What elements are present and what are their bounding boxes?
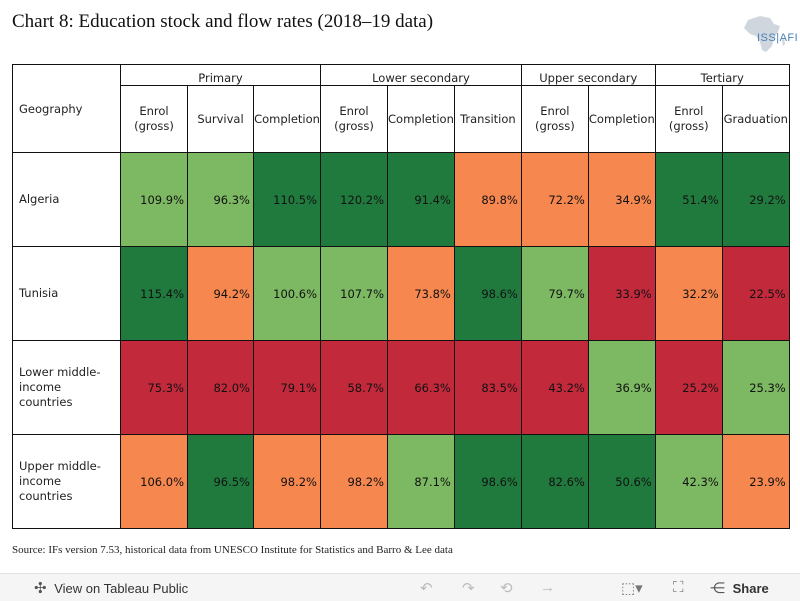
value-cell: 82.0% (187, 340, 254, 435)
value-cell: 58.7% (320, 340, 388, 435)
value-cell: 23.9% (721, 434, 790, 529)
value-cell: 94.2% (187, 246, 254, 341)
value-cell: 32.2% (654, 246, 723, 341)
table-row: Algeria 109.9% 96.3% 110.5% 120.2% 91.4% 89.8%… (12, 152, 790, 247)
value-cell: 98.6% (453, 434, 522, 529)
chart-title: Chart 8: Education stock and flow rates … (12, 11, 434, 32)
value-cell: 115.4% (120, 246, 188, 341)
value-cell: 42.3% (654, 434, 723, 529)
iss-logo-text: ISS|AFI (757, 32, 799, 44)
group-header: Primary (120, 64, 321, 86)
column-header: Completion (587, 85, 656, 153)
value-cell: 89.8% (453, 152, 522, 247)
value-cell: 98.2% (320, 434, 388, 529)
value-cell: 73.8% (387, 246, 455, 341)
tableau-logo-icon: ✣ (34, 580, 47, 597)
value-cell: 34.9% (587, 152, 656, 247)
table-row: Lower middle-income countries 75.3% 82.0% 7… (12, 340, 790, 435)
column-header-row: Enrol (gross) Survival Completion Enrol (gr… (13, 85, 790, 153)
table-row: Tunisia 115.4% 94.2% 100.6% 107.7% 73.8% 98.6%… (12, 246, 790, 341)
value-cell: 36.9% (587, 340, 656, 435)
fullscreen-icon[interactable]: ⛶ (673, 579, 684, 596)
undo-icon[interactable]: ↶ (420, 580, 433, 597)
group-header-row: Geography Primary Lower secondary Upper se… (12, 64, 790, 153)
column-header: Completion (387, 85, 455, 153)
value-cell: 50.6% (587, 434, 656, 529)
geography-label: Lower middle-income countries (12, 340, 121, 435)
column-header: Enrol (gross) (320, 85, 388, 153)
value-cell: 96.3% (187, 152, 254, 247)
column-header: Enrol (gross) (520, 85, 589, 153)
value-cell: 83.5% (453, 340, 522, 435)
forward-icon[interactable]: → (540, 579, 555, 596)
view-on-tableau-label: View on Tableau Public (54, 581, 189, 596)
share-icon: ⋲ (710, 580, 725, 597)
value-cell: 82.6% (520, 434, 589, 529)
africa-logo-icon (744, 16, 785, 52)
table-body: Algeria 109.9% 96.3% 110.5% 120.2% 91.4% 89.8%… (12, 152, 790, 529)
value-cell: 43.2% (520, 340, 589, 435)
value-cell: 107.7% (320, 246, 388, 341)
value-cell: 106.0% (120, 434, 188, 529)
source-note: Source: IFs version 7.53, historical dat… (12, 544, 453, 556)
geography-label: Upper middle-income countries (12, 434, 121, 529)
group-header: Lower secondary (320, 64, 522, 86)
value-cell: 98.6% (453, 246, 522, 341)
value-cell: 33.9% (587, 246, 656, 341)
geography-header: Geography (12, 64, 121, 153)
tableau-toolbar: ✣ View on Tableau Public ↶ ↷ ⟲ → ⬚▾ ⛶ ⋲ … (0, 573, 800, 601)
redo-icon[interactable]: ↷ (462, 580, 475, 597)
value-cell: 22.5% (721, 246, 790, 341)
column-header: Completion (253, 85, 321, 153)
column-header: Graduation (721, 85, 790, 153)
group-header: Tertiary (654, 64, 790, 86)
value-cell: 87.1% (387, 434, 455, 529)
value-cell: 29.2% (721, 152, 790, 247)
value-cell: 75.3% (120, 340, 188, 435)
value-cell: 96.5% (187, 434, 254, 529)
geography-label: Tunisia (12, 246, 121, 341)
value-cell: 79.7% (520, 246, 589, 341)
share-label: Share (732, 581, 769, 596)
view-on-tableau-button[interactable]: ✣ View on Tableau Public (34, 579, 188, 597)
value-cell: 66.3% (387, 340, 455, 435)
value-cell: 120.2% (320, 152, 388, 247)
value-cell: 109.9% (120, 152, 188, 247)
value-cell: 100.6% (253, 246, 321, 341)
value-cell: 72.2% (520, 152, 589, 247)
value-cell: 25.2% (654, 340, 723, 435)
value-cell: 79.1% (253, 340, 321, 435)
education-rates-table: Geography Primary Lower secondary Upper se… (12, 64, 790, 529)
group-header: Upper secondary (520, 64, 656, 86)
column-header: Survival (187, 85, 254, 153)
download-icon[interactable]: ⬚▾ (621, 580, 643, 597)
table-row: Upper middle-income countries 106.0% 96.5%… (12, 434, 790, 529)
share-button[interactable]: ⋲ Share (710, 579, 769, 597)
revert-icon[interactable]: ⟲ (500, 580, 513, 597)
column-header: Transition (453, 85, 522, 153)
value-cell: 110.5% (253, 152, 321, 247)
value-cell: 51.4% (654, 152, 723, 247)
column-header: Enrol (gross) (120, 85, 188, 153)
value-cell: 98.2% (253, 434, 321, 529)
value-cell: 91.4% (387, 152, 455, 247)
column-header: Enrol (gross) (654, 85, 723, 153)
value-cell: 25.3% (721, 340, 790, 435)
geography-label: Algeria (12, 152, 121, 247)
